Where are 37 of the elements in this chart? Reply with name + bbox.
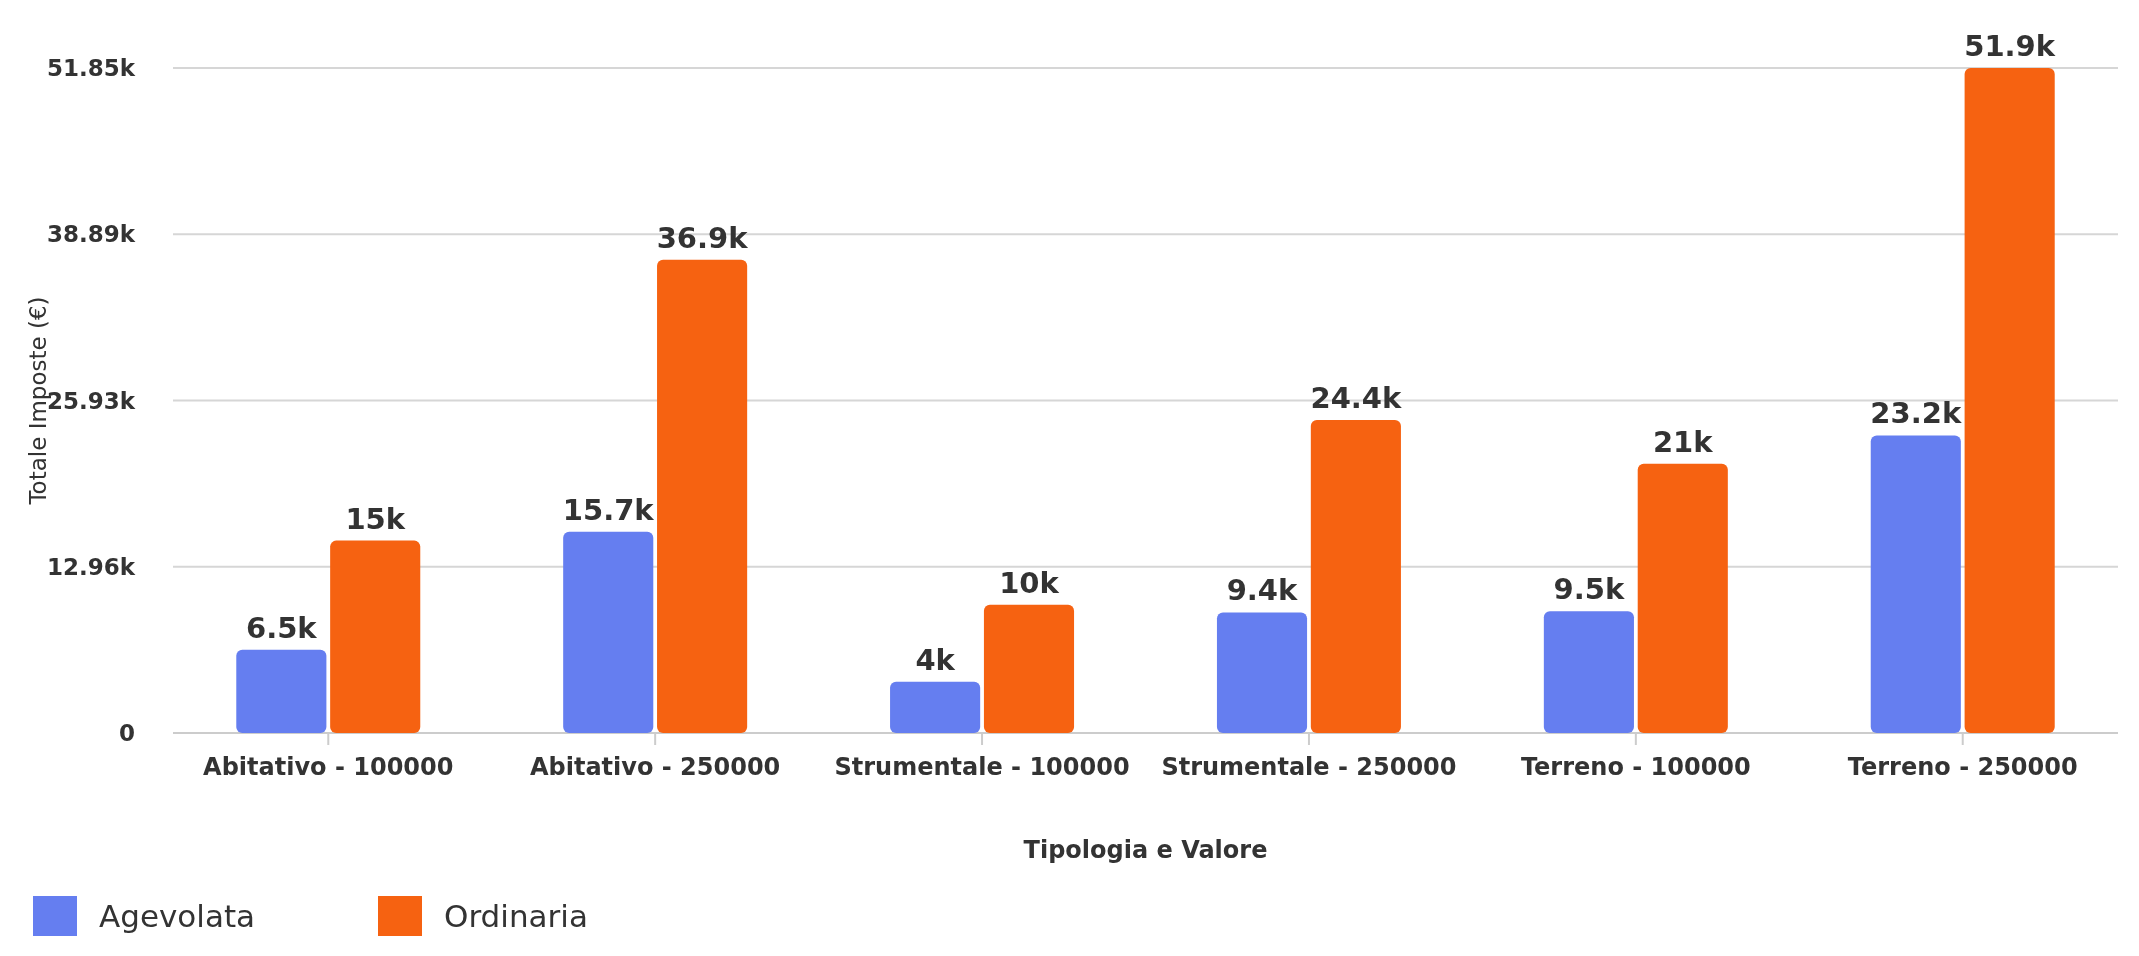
data-label: 9.5k bbox=[1553, 572, 1625, 607]
y-tick-label: 12.96k bbox=[46, 553, 136, 580]
bar bbox=[983, 604, 1075, 733]
bar bbox=[236, 649, 327, 733]
data-label: 4k bbox=[915, 642, 956, 677]
x-tick-label: Strumentale - 250000 bbox=[1161, 753, 1457, 781]
data-label: 24.4k bbox=[1310, 381, 1403, 416]
y-tick-label: 51.85k bbox=[46, 55, 136, 82]
data-label: 9.4k bbox=[1226, 573, 1299, 608]
bar bbox=[1637, 463, 1728, 733]
data-label: 36.9k bbox=[656, 220, 749, 255]
data-label: 15.7k bbox=[562, 492, 655, 527]
bar bbox=[1216, 612, 1308, 733]
data-label: 23.2k bbox=[1870, 396, 1962, 431]
x-axis-title: Tipologia e Valore bbox=[1023, 836, 1268, 864]
bar bbox=[1964, 68, 2055, 733]
x-tick-label: Terreno - 250000 bbox=[1847, 753, 2078, 781]
x-tick-label: Abitativo - 250000 bbox=[529, 753, 781, 781]
bar bbox=[1310, 420, 1401, 733]
data-label: 21k bbox=[1652, 424, 1714, 459]
bar bbox=[330, 540, 421, 733]
bar bbox=[657, 259, 748, 733]
x-tick-label: Strumentale - 100000 bbox=[834, 753, 1130, 781]
bar bbox=[890, 681, 981, 733]
data-label: 10k bbox=[999, 565, 1060, 600]
legend-label: Ordinaria bbox=[444, 897, 588, 934]
y-tick-label: 0 bbox=[118, 720, 135, 747]
bar bbox=[1870, 435, 1961, 733]
legend-label: Agevolata bbox=[99, 897, 256, 934]
x-tick-label: Terreno - 100000 bbox=[1520, 753, 1751, 781]
bar bbox=[1543, 611, 1634, 733]
bar bbox=[563, 531, 654, 733]
data-label: 15k bbox=[345, 501, 406, 536]
x-tick-label: Abitativo - 100000 bbox=[203, 753, 454, 781]
data-label: 51.9k bbox=[1964, 29, 2056, 63]
data-label: 6.5k bbox=[246, 610, 318, 645]
y-tick-label: 38.89k bbox=[46, 221, 136, 248]
